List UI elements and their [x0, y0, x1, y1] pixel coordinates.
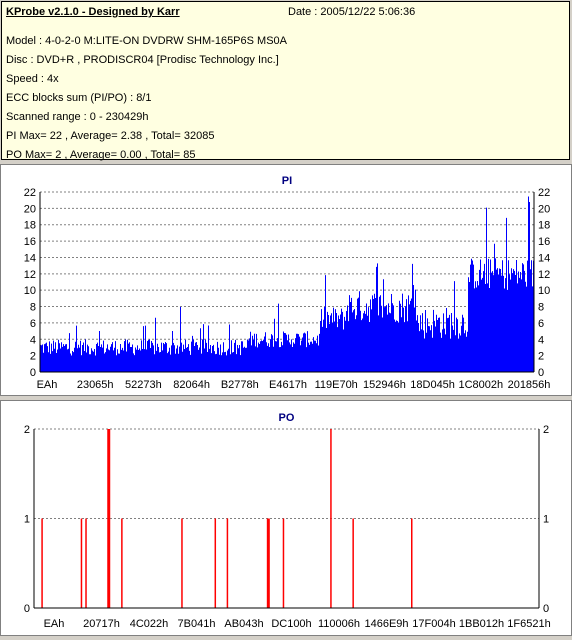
po-x-tick-label: AB043h [224, 618, 263, 630]
pi-y-tick-left: 4 [30, 334, 36, 346]
po-y-tick-right: 0 [543, 603, 549, 615]
po-x-tick-label: 1F6521h [507, 618, 550, 630]
info-range: Scanned range : 0 - 230429h [6, 111, 149, 123]
scan-date: Date : 2005/12/22 5:06:36 [288, 6, 416, 18]
pi-y-tick-right: 22 [538, 187, 550, 199]
pi-x-tick-label: 201856h [508, 379, 551, 391]
pi-x-tick-label: 23065h [77, 379, 114, 391]
po-x-tick-label: DC100h [271, 618, 311, 630]
pi-y-tick-right: 10 [538, 285, 550, 297]
pi-y-tick-right: 2 [538, 351, 544, 363]
pi-y-tick-left: 2 [30, 351, 36, 363]
pi-y-tick-left: 18 [24, 220, 36, 232]
pi-x-tick-label: E4617h [269, 379, 307, 391]
po-y-tick-left: 2 [24, 424, 30, 436]
pi-y-tick-left: 22 [24, 187, 36, 199]
info-panel: KProbe v2.1.0 - Designed by Karr Date : … [1, 1, 570, 161]
pi-x-tick-label: B2778h [221, 379, 259, 391]
po-x-tick-label: 110006h [318, 618, 360, 630]
po-y-tick-left: 0 [24, 603, 30, 615]
po-y-tick-right: 2 [543, 424, 549, 436]
pi-x-tick-label: 1C8002h [458, 379, 503, 391]
po-y-tick-left: 1 [24, 514, 30, 526]
pi-y-tick-left: 12 [24, 269, 36, 281]
info-pi-stats: PI Max= 22 , Average= 2.38 , Total= 3208… [6, 130, 215, 142]
pi-y-tick-left: 16 [24, 236, 36, 248]
pi-x-tick-label: 119E70h [315, 379, 358, 391]
pi-y-tick-left: 6 [30, 318, 36, 330]
po-x-tick-label: 4C022h [130, 618, 169, 630]
pi-chart-panel: PI 0 0 2 2 4 4 6 6 8 8 10 10 12 12 14 14 16 16 18 18 20 20 22 22… [0, 164, 572, 396]
po-x-tick-label: 1BB012h [459, 618, 504, 630]
pi-y-tick-right: 0 [538, 367, 544, 379]
pi-y-tick-right: 14 [538, 252, 550, 264]
po-chart-title: PO [279, 412, 295, 424]
pi-y-tick-left: 8 [30, 302, 36, 314]
pi-y-tick-right: 6 [538, 318, 544, 330]
pi-y-tick-left: 10 [24, 285, 36, 297]
info-disc: Disc : DVD+R , PRODISCR04 [Prodisc Techn… [6, 54, 279, 66]
pi-x-tick-label: 52273h [125, 379, 162, 391]
app-title: KProbe v2.1.0 - Designed by Karr [6, 6, 180, 18]
pi-y-tick-right: 18 [538, 220, 550, 232]
po-chart: PO 0 0 1 1 2 2 EAh 20717h 4C022h 7B041h AB043h DC100… [24, 412, 551, 630]
pi-x-tick-label: 82064h [173, 379, 210, 391]
pi-y-tick-right: 20 [538, 203, 550, 215]
po-chart-panel: PO 0 0 1 1 2 2 EAh 20717h 4C022h 7B041h AB043h DC100… [0, 400, 572, 636]
pi-y-tick-left: 14 [24, 252, 36, 264]
info-po-stats: PO Max= 2 , Average= 0.00 , Total= 85 [6, 149, 196, 161]
po-y-tick-right: 1 [543, 514, 549, 526]
po-x-tick-label: 7B041h [178, 618, 216, 630]
pi-y-tick-right: 4 [538, 334, 544, 346]
pi-x-tick-label: EAh [37, 379, 58, 391]
po-x-tick-label: 20717h [83, 618, 120, 630]
pi-x-tick-label: 152946h [363, 379, 406, 391]
info-model: Model : 4-0-2-0 M:LITE-ON DVDRW SHM-165P… [6, 35, 287, 47]
pi-y-tick-right: 16 [538, 236, 550, 248]
info-speed: Speed : 4x [6, 73, 59, 85]
po-x-tick-label: 1466E9h [364, 618, 408, 630]
pi-y-tick-right: 12 [538, 269, 550, 281]
po-x-tick-label: EAh [44, 618, 65, 630]
pi-chart-title: PI [282, 175, 292, 187]
info-ecc: ECC blocks sum (PI/PO) : 8/1 [6, 92, 152, 104]
pi-x-tick-label: 18D045h [410, 379, 455, 391]
po-x-tick-label: 17F004h [412, 618, 455, 630]
pi-y-tick-left: 20 [24, 203, 36, 215]
pi-y-tick-left: 0 [30, 367, 36, 379]
pi-y-tick-right: 8 [538, 302, 544, 314]
